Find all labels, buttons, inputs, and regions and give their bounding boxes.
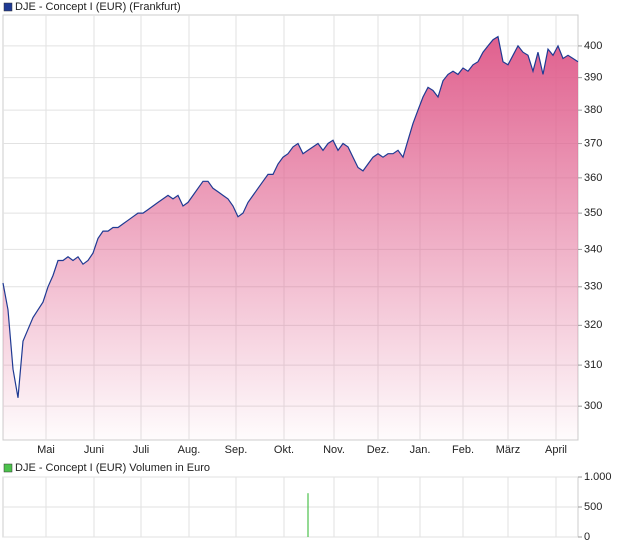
y-tick-label: 370 [584,137,602,149]
x-tick-label: Juli [133,444,150,456]
line [2,35,579,398]
y-tick-label: 360 [584,172,602,184]
x-tick-label: Mai [37,444,55,456]
legend-swatch [3,2,13,12]
x-tick-label: April [545,444,567,456]
x-tick-label: Jan. [410,444,431,456]
legend-label: DJE - Concept I (EUR) Volumen in Euro [15,462,210,474]
area [3,36,578,440]
y-tick-label: 320 [584,319,602,331]
bar [307,493,309,537]
x-tick-label: Sep. [225,444,248,456]
legend-swatch [3,463,13,473]
y-tick-label: 340 [584,243,602,255]
x-tick-label: Nov. [323,444,345,456]
y-tick-label: 500 [584,501,602,513]
legend-label: DJE - Concept I (EUR) (Frankfurt) [15,1,181,13]
x-tick-label: März [496,444,520,456]
y-tick-label: 0 [584,531,590,543]
x-tick-label: Feb. [452,444,474,456]
y-tick-label: 330 [584,281,602,293]
y-tick-label: 380 [584,104,602,116]
y-tick-label: 350 [584,207,602,219]
x-tick-label: Dez. [367,444,390,456]
y-tick-label: 390 [584,72,602,84]
y-tick-label: 1.000 [584,471,612,483]
y-tick-label: 300 [584,400,602,412]
x-tick-label: Okt. [274,444,294,456]
x-tick-label: Juni [84,444,104,456]
y-tick-label: 310 [584,359,602,371]
y-tick-label: 400 [584,40,602,52]
x-tick-label: Aug. [178,444,201,456]
